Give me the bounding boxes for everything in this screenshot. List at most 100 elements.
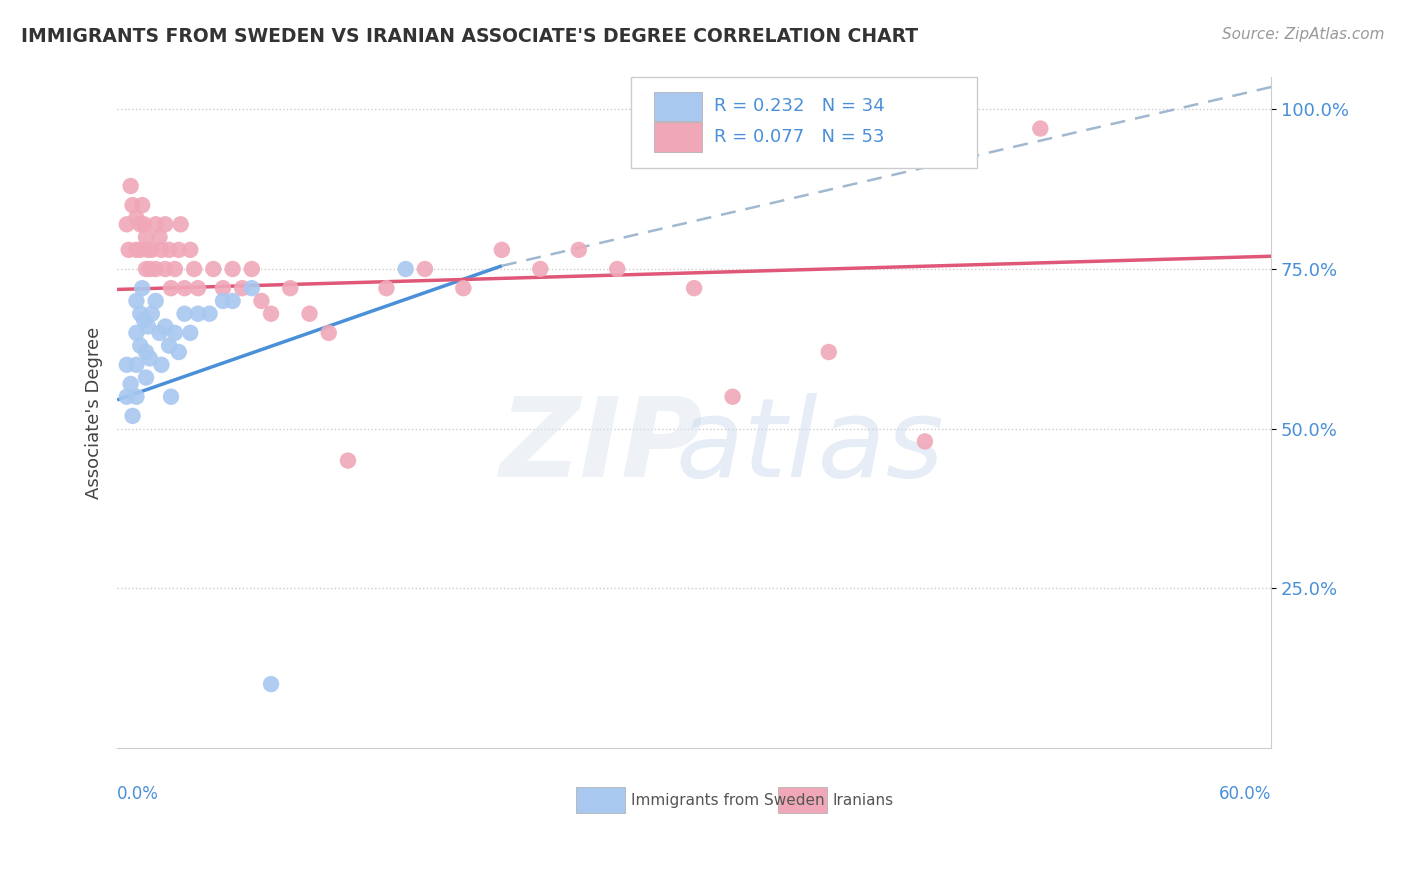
Point xyxy=(298,307,321,321)
Point xyxy=(121,198,143,212)
Point xyxy=(606,262,628,277)
Y-axis label: Associate's Degree: Associate's Degree xyxy=(86,326,103,499)
Point xyxy=(145,262,167,277)
Point xyxy=(136,243,159,257)
Text: R = 0.077   N = 53: R = 0.077 N = 53 xyxy=(714,128,884,146)
Point xyxy=(118,243,141,257)
FancyBboxPatch shape xyxy=(654,92,702,121)
Point xyxy=(169,217,191,231)
Point xyxy=(129,338,152,352)
Point xyxy=(160,281,183,295)
Point xyxy=(221,293,243,308)
Point xyxy=(131,198,153,212)
Point xyxy=(132,313,155,327)
Point xyxy=(231,281,253,295)
Point xyxy=(163,262,186,277)
Point xyxy=(375,281,398,295)
Point xyxy=(145,217,167,231)
Point xyxy=(139,262,162,277)
Point xyxy=(173,307,195,321)
Text: 60.0%: 60.0% xyxy=(1219,785,1271,803)
Point xyxy=(183,262,205,277)
Point xyxy=(179,243,201,257)
Point xyxy=(125,326,148,340)
Point xyxy=(260,677,283,691)
Point xyxy=(167,243,190,257)
Point xyxy=(187,281,209,295)
Point xyxy=(121,409,143,423)
Text: Iranians: Iranians xyxy=(832,793,894,808)
Point xyxy=(145,293,167,308)
Text: ZIP: ZIP xyxy=(501,392,703,500)
Point xyxy=(250,293,273,308)
Point xyxy=(125,293,148,308)
Point xyxy=(163,326,186,340)
Text: R = 0.232   N = 34: R = 0.232 N = 34 xyxy=(714,97,884,115)
Point xyxy=(155,217,177,231)
Point xyxy=(198,307,221,321)
Point xyxy=(413,262,436,277)
Point xyxy=(131,281,153,295)
FancyBboxPatch shape xyxy=(576,787,624,813)
Point xyxy=(139,351,162,366)
Point xyxy=(212,281,235,295)
Point xyxy=(115,358,138,372)
Point xyxy=(202,262,225,277)
Point xyxy=(129,217,152,231)
FancyBboxPatch shape xyxy=(779,787,827,813)
Point xyxy=(683,281,706,295)
Point xyxy=(336,453,359,467)
FancyBboxPatch shape xyxy=(654,122,702,152)
Point xyxy=(240,281,263,295)
Text: atlas: atlas xyxy=(675,392,943,500)
Point xyxy=(132,217,155,231)
Point xyxy=(1029,121,1052,136)
Point xyxy=(453,281,475,295)
Point xyxy=(157,243,180,257)
Point xyxy=(141,307,163,321)
Point xyxy=(155,319,177,334)
Point xyxy=(212,293,235,308)
Point xyxy=(125,390,148,404)
Point xyxy=(115,217,138,231)
Point xyxy=(129,243,152,257)
Point xyxy=(260,307,283,321)
Point xyxy=(179,326,201,340)
Point xyxy=(148,326,170,340)
FancyBboxPatch shape xyxy=(631,78,977,168)
Text: IMMIGRANTS FROM SWEDEN VS IRANIAN ASSOCIATE'S DEGREE CORRELATION CHART: IMMIGRANTS FROM SWEDEN VS IRANIAN ASSOCI… xyxy=(21,27,918,45)
Point xyxy=(135,370,157,384)
Point xyxy=(136,319,159,334)
Point xyxy=(529,262,551,277)
Point xyxy=(120,179,142,194)
Point xyxy=(148,230,170,244)
Point xyxy=(150,243,173,257)
Point xyxy=(240,262,263,277)
Point xyxy=(135,345,157,359)
Point xyxy=(221,262,243,277)
Point xyxy=(125,211,148,225)
Point xyxy=(141,243,163,257)
Point xyxy=(568,243,591,257)
Point xyxy=(125,243,148,257)
Point xyxy=(157,338,180,352)
Point xyxy=(318,326,340,340)
Point xyxy=(914,434,936,449)
Point xyxy=(115,390,138,404)
Point xyxy=(187,307,209,321)
Point xyxy=(167,345,190,359)
Point xyxy=(721,390,744,404)
Point xyxy=(135,230,157,244)
Text: Immigrants from Sweden: Immigrants from Sweden xyxy=(631,793,824,808)
Point xyxy=(173,281,195,295)
Point xyxy=(155,262,177,277)
Point xyxy=(150,358,173,372)
Point xyxy=(817,345,839,359)
Text: 0.0%: 0.0% xyxy=(117,785,159,803)
Point xyxy=(160,390,183,404)
Point xyxy=(278,281,301,295)
Point xyxy=(395,262,418,277)
Point xyxy=(135,262,157,277)
Point xyxy=(120,376,142,391)
Point xyxy=(125,358,148,372)
